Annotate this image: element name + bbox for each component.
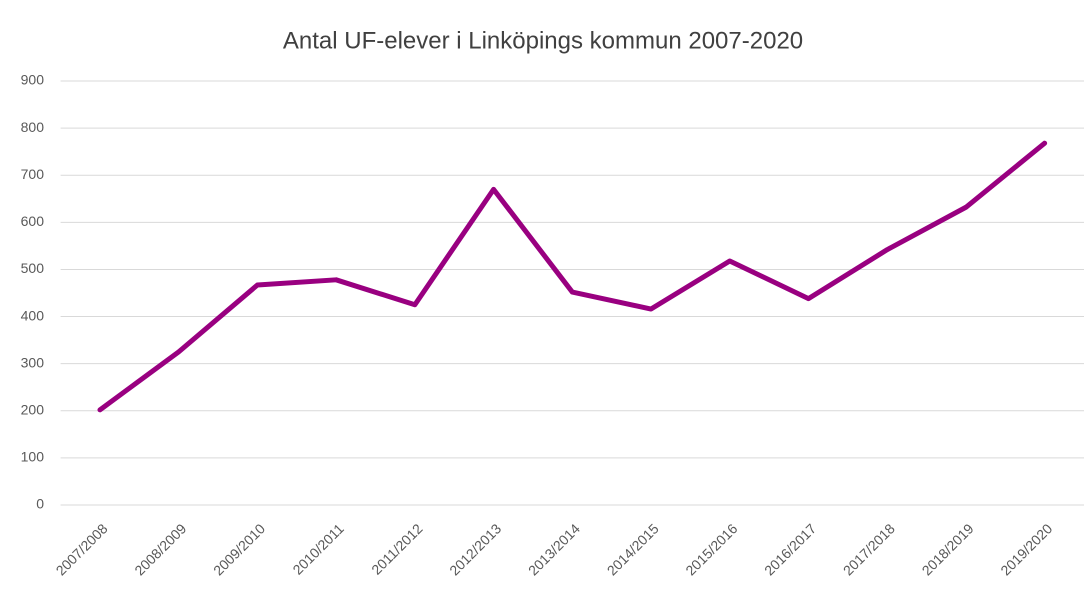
y-tick-label: 0 [36,496,44,512]
y-tick-label: 400 [21,307,45,323]
line [97,140,1048,413]
y-tick-label: 900 [21,72,45,88]
y-tick-label: 200 [21,401,45,417]
y-tick-label: 500 [21,260,45,276]
y-tick-label: 700 [21,166,45,182]
y-tick-label: 800 [21,119,45,135]
y-tick-label: 300 [21,354,45,370]
y-tick-label: 100 [21,449,45,465]
chart-title: Antal UF-elever i Linköpings kommun 2007… [283,27,803,54]
y-tick-label: 600 [21,213,45,229]
